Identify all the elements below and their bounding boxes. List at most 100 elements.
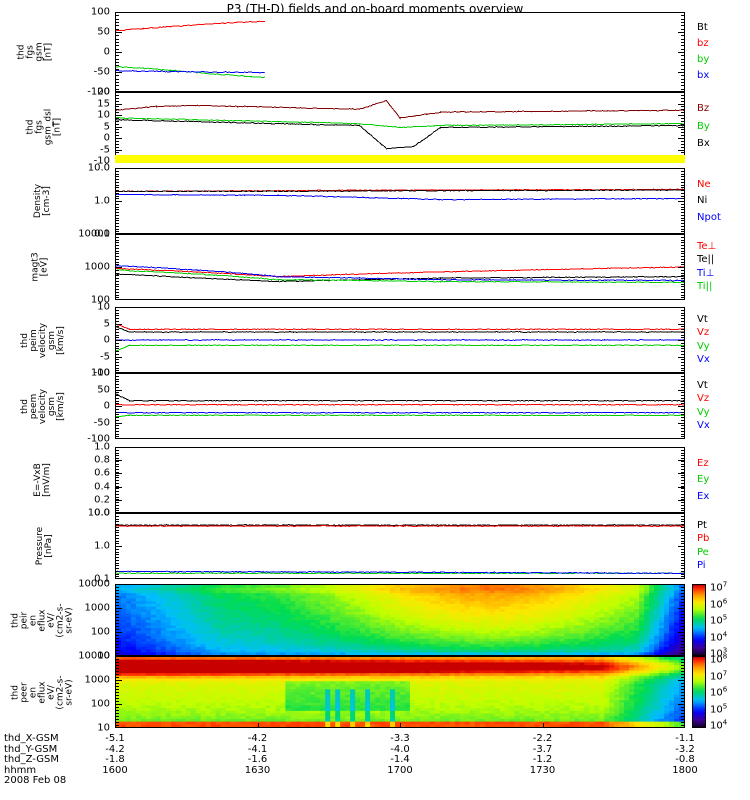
axis-minor-tick [115,326,119,328]
axis-tick [678,372,685,373]
colorbar-label: 106 [710,596,728,611]
axis-minor-tick [681,126,685,128]
legend-entry: Ni [697,195,708,206]
axis-minor-tick [115,524,119,525]
axis-minor-tick [681,143,685,145]
axis-minor-tick [681,411,685,413]
axis-minor-tick [115,198,119,200]
axis-minor-tick [115,82,119,83]
panel-fgs-gsm [115,12,685,92]
axis-minor-tick [681,272,685,274]
axis-minor-tick [681,294,685,296]
axis-minor-tick [115,120,119,122]
ytick-label: 50 [97,26,110,38]
axis-minor-tick [115,430,119,432]
legend-entry: Ez [697,457,709,469]
axis-minor-tick [115,337,119,339]
axis-minor-tick [115,653,119,654]
legend-entry: by [697,54,710,65]
legend-entry: Ey [697,474,710,485]
axis-minor-tick [681,289,685,290]
axis-minor-tick [115,192,119,194]
axis-minor-tick [681,329,685,330]
axis-minor-tick [681,526,685,528]
axis-minor-tick [115,458,119,459]
axis-minor-tick [115,704,119,705]
axis-minor-tick [681,312,685,314]
axis-minor-tick [115,152,119,154]
axis-minor-tick [115,568,119,569]
axis-minor-tick [115,231,119,233]
axis-minor-tick [681,115,685,116]
axis-tick [115,233,122,234]
axis-minor-tick [115,280,119,282]
axis-minor-tick [115,117,119,119]
axis-minor-tick [115,551,119,553]
legend-entry: Bz [697,103,710,115]
axis-minor-tick [115,138,119,139]
axis-minor-tick [681,342,685,344]
axis-minor-tick [681,449,685,451]
axis-minor-tick [681,35,685,37]
axis-tick [678,92,685,93]
axis-minor-tick [681,725,685,726]
axis-tick [115,447,122,448]
axis-minor-tick [681,422,685,424]
axis-minor-tick [681,138,685,139]
axis-minor-tick [115,378,119,380]
axis-minor-tick [115,680,119,681]
axis-minor-tick [115,526,119,528]
axis-minor-tick [115,187,119,189]
axis-minor-tick [681,722,685,723]
axis-tick-value: 1730 [529,764,556,776]
axis-minor-tick [115,253,119,255]
axis-minor-tick [681,532,685,534]
ytick-label: 10000 [78,228,110,240]
axis-minor-tick [115,389,119,391]
axis-minor-tick [115,242,119,244]
axis-minor-tick [681,88,685,90]
axis-minor-tick [115,334,119,336]
y-axis-title: thd peim velocity gsm [km/s] [20,322,67,358]
axis-minor-tick [681,433,685,435]
axis-minor-tick [115,469,119,470]
ytick-label: 10.0 [87,162,110,174]
axis-minor-tick [681,275,685,277]
axis-minor-tick [681,698,685,699]
axis-tick [678,499,685,501]
axis-minor-tick [681,203,685,205]
axis-tick [115,499,122,501]
axis-minor-tick [681,239,685,241]
axis-minor-tick [115,392,119,394]
axis-minor-tick [115,269,119,271]
axis-minor-tick [115,146,119,148]
axis-minor-tick [115,359,119,361]
axis-minor-tick [681,499,685,501]
axis-minor-tick [115,340,119,341]
axis-minor-tick [115,286,119,288]
axis-tick-value: -1.8 [105,754,125,765]
axis-minor-tick [115,590,119,591]
ytick-label: 1000 [84,674,110,686]
axis-minor-tick [115,315,119,317]
axis-minor-tick [115,485,119,487]
ytick-label: 5 [103,121,110,132]
axis-minor-tick [115,250,119,252]
axis-minor-tick [681,337,685,339]
axis-tick [678,447,685,448]
y-axis-title: magt3 [eV] [30,252,50,282]
ytick-label: -50 [93,417,110,428]
axis-minor-tick [115,686,119,687]
axis-minor-tick [115,425,119,427]
axis-minor-tick [115,15,119,17]
axis-tick [678,168,685,169]
axis-minor-tick [681,480,685,481]
ytick-label: 0 [103,400,110,412]
axis-minor-tick [115,692,119,693]
legend-entry: Npot [697,211,721,223]
axis-minor-tick [115,275,119,277]
axis-tick [115,656,122,657]
axis-minor-tick [681,345,685,347]
axis-minor-tick [115,170,119,172]
axis-minor-tick [115,499,119,501]
